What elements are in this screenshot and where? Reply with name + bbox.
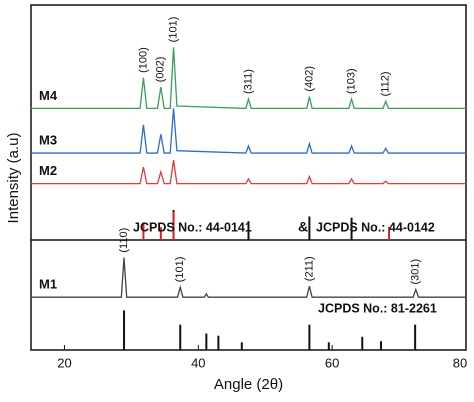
plot-frame: [30, 4, 467, 351]
peak-label: (402): [303, 66, 315, 92]
reference-label: JCPDS No.: 44-0142: [316, 220, 435, 234]
peak-label: (002): [155, 57, 167, 83]
x-tick-label: 20: [57, 355, 71, 370]
series-label: M4: [39, 88, 58, 103]
xrd-pattern: [31, 108, 466, 154]
reference-joiner: &: [298, 219, 308, 235]
peak-label: (112): [380, 71, 392, 96]
y-axis-title: Intensity (a.u): [5, 133, 22, 224]
peak-label: (100): [137, 47, 149, 73]
x-axis-title: Angle (2θ): [214, 376, 283, 393]
peak-label: (110): [118, 228, 130, 253]
series-label: M1: [39, 277, 57, 292]
series-label: M2: [39, 163, 57, 178]
peak-label: (311): [242, 69, 254, 94]
peak-label: (101): [167, 17, 179, 43]
peak-label: (211): [303, 256, 315, 281]
x-tick-label: 80: [453, 355, 467, 370]
xrd-pattern: [31, 160, 466, 185]
reference-label: JCPDS No.: 44-0141: [133, 220, 252, 234]
x-tick-label: 60: [325, 355, 339, 370]
series-label: M3: [39, 132, 57, 147]
xrd-pattern: [31, 47, 466, 110]
x-tick-label: 40: [191, 355, 205, 370]
peak-label: (103): [345, 68, 357, 94]
peak-label: (301): [410, 259, 422, 285]
reference-label: JCPDS No.: 81-2261: [318, 301, 437, 315]
xrd-pattern: [31, 257, 466, 298]
peak-label: (101): [174, 257, 186, 283]
